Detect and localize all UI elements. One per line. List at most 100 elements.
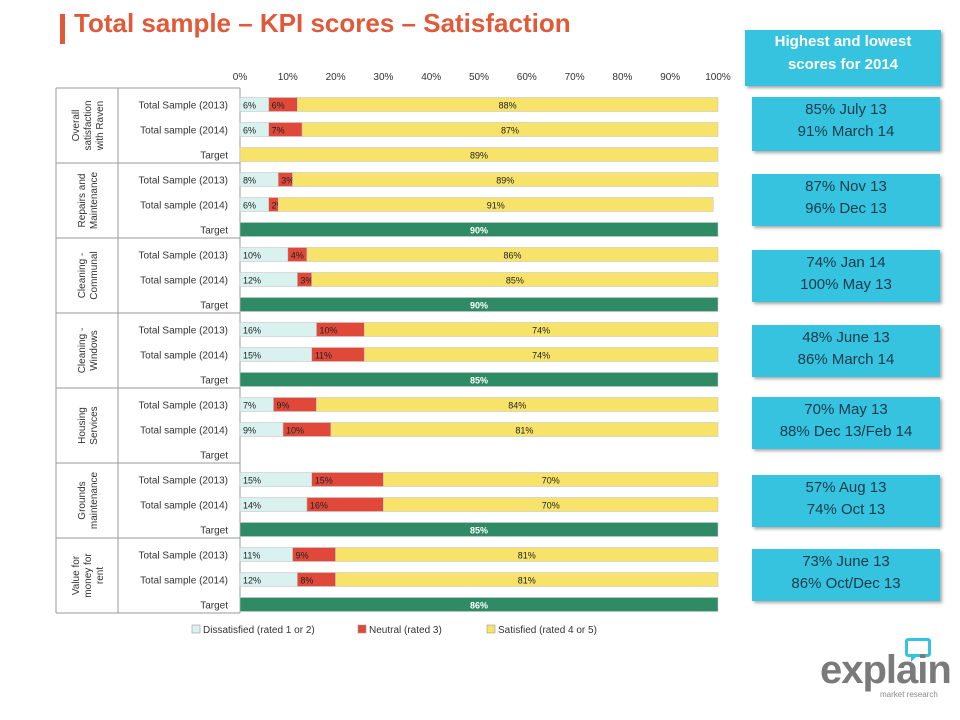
satisfied-label: 74% xyxy=(532,351,550,361)
dissatisfied-label: 15% xyxy=(243,351,261,361)
neutral-label: 3% xyxy=(281,176,294,186)
satisfied-segment xyxy=(297,97,719,112)
row-label: Total Sample (2013) xyxy=(139,326,229,337)
neutral-label: 16% xyxy=(310,501,328,511)
row-label: Total Sample (2013) xyxy=(139,551,229,562)
group-label: money for xyxy=(83,553,94,598)
satisfied-segment xyxy=(363,347,719,362)
group-label: Maintenance xyxy=(89,171,100,229)
target-label: 86% xyxy=(470,601,488,611)
highest-lowest-header: Highest and lowest scores for 2014 xyxy=(745,30,941,86)
target-label: 90% xyxy=(470,301,488,311)
row-label: Total sample (2014) xyxy=(140,126,228,137)
satisfied-label: 88% xyxy=(499,101,517,111)
row-label: Target xyxy=(200,601,228,612)
dissatisfied-label: 12% xyxy=(243,576,261,586)
satisfied-label: 85% xyxy=(506,276,524,286)
score-lowest: 85% July 13 xyxy=(805,101,887,118)
row-label: Total Sample (2013) xyxy=(139,176,229,187)
dissatisfied-label: 14% xyxy=(243,501,261,511)
header-line-2: scores for 2014 xyxy=(787,56,899,73)
neutral-label: 11% xyxy=(315,351,332,361)
score-lowest: 74% Jan 14 xyxy=(806,254,886,271)
row-label: Target xyxy=(200,451,228,462)
satisfied-label: 74% xyxy=(532,326,550,336)
row-label: Total sample (2014) xyxy=(140,351,228,362)
kpi-stacked-bar-chart: 0% 10% 20% 30% 40% 50% 60% 70% 80% 90% 100% Overall… xyxy=(55,72,731,636)
neutral-label: 3% xyxy=(300,276,313,286)
neutral-label: 6% xyxy=(272,101,285,111)
dissatisfied-label: 10% xyxy=(243,251,261,261)
satisfied-label: 70% xyxy=(542,476,560,486)
score-box-value-for-money: 73% June 13 86% Oct/Dec 13 xyxy=(752,549,940,601)
row-label: Target xyxy=(200,526,228,537)
neutral-label: 10% xyxy=(319,326,337,336)
target-bar xyxy=(239,597,719,612)
dissatisfied-label: 8% xyxy=(243,176,256,186)
satisfied-segment xyxy=(301,122,719,137)
legend-swatch xyxy=(357,624,367,634)
legend-label: Satisfied (rated 4 or 5) xyxy=(498,625,597,636)
row-label: Total sample (2014) xyxy=(140,201,228,212)
score-highest: 88% Dec 13/Feb 14 xyxy=(779,423,913,440)
score-box-grounds: 57% Aug 13 74% Oct 13 xyxy=(752,475,940,527)
row-label: Total Sample (2013) xyxy=(139,101,229,112)
target-label: 85% xyxy=(470,526,488,536)
score-lowest: 70% May 13 xyxy=(804,401,888,418)
group-label: rent xyxy=(95,567,106,584)
group-label: Cleaning - xyxy=(77,253,88,299)
target-label: 89% xyxy=(470,151,488,161)
score-highest: 74% Oct 13 xyxy=(806,501,886,518)
score-box-repairs: 87% Nov 13 96% Dec 13 xyxy=(752,174,940,226)
group-label: Overall xyxy=(71,110,82,142)
group-label: Windows xyxy=(89,330,100,371)
neutral-label: 9% xyxy=(276,401,289,411)
dissatisfied-label: 7% xyxy=(243,401,256,411)
satisfied-label: 87% xyxy=(501,126,519,136)
legend-swatch xyxy=(191,624,201,634)
satisfied-label: 81% xyxy=(515,426,533,436)
satisfied-segment xyxy=(316,397,719,412)
group-label: satisfaction xyxy=(83,100,94,150)
score-highest: 86% Oct/Dec 13 xyxy=(791,575,901,592)
group-label: Housing xyxy=(77,407,88,444)
x-tick-label: 80% xyxy=(612,72,632,83)
score-highest: 91% March 14 xyxy=(797,123,895,140)
row-label: Total sample (2014) xyxy=(140,276,228,287)
row-label: Total sample (2014) xyxy=(140,426,228,437)
satisfied-segment xyxy=(311,272,719,287)
target-bar xyxy=(239,147,719,162)
satisfied-label: 86% xyxy=(503,251,521,261)
neutral-label: 10% xyxy=(286,426,304,436)
satisfied-label: 81% xyxy=(518,576,536,586)
group-label: Communal xyxy=(89,251,100,299)
satisfied-segment xyxy=(383,497,719,512)
x-tick-label: 60% xyxy=(517,72,537,83)
x-tick-label: 100% xyxy=(705,72,731,83)
page-title: Total sample – KPI scores – Satisfaction xyxy=(74,8,571,38)
neutral-label: 8% xyxy=(300,576,313,586)
target-bar xyxy=(239,522,719,537)
x-tick-label: 20% xyxy=(326,72,346,83)
row-label: Total Sample (2013) xyxy=(139,251,229,262)
satisfied-segment xyxy=(335,547,719,562)
satisfied-segment xyxy=(363,322,719,337)
x-tick-label: 50% xyxy=(469,72,489,83)
satisfied-segment xyxy=(335,572,719,587)
row-label: Total Sample (2013) xyxy=(139,401,229,412)
score-box-housing: 70% May 13 88% Dec 13/Feb 14 xyxy=(752,397,940,449)
row-label: Target xyxy=(200,301,228,312)
target-bar xyxy=(239,297,719,312)
score-lowest: 87% Nov 13 xyxy=(805,178,887,195)
satisfied-segment xyxy=(383,472,719,487)
x-tick-label: 10% xyxy=(278,72,298,83)
target-bar xyxy=(239,222,719,237)
legend-label: Dissatisfied (rated 1 or 2) xyxy=(203,625,315,636)
x-tick-label: 70% xyxy=(565,72,585,83)
title-accent-bar xyxy=(60,14,65,44)
satisfied-segment xyxy=(292,172,719,187)
dissatisfied-label: 6% xyxy=(243,101,256,111)
target-label: 90% xyxy=(470,226,488,236)
neutral-label: 7% xyxy=(272,126,285,136)
dissatisfied-label: 6% xyxy=(243,201,256,211)
